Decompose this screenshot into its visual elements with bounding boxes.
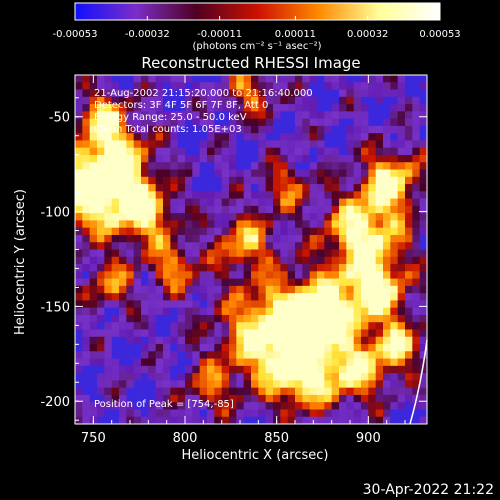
colorbar-tick-label: -0.00032 <box>125 29 170 40</box>
y-tick-label: -200 <box>40 395 70 410</box>
x-axis-label: Heliocentric X (arcsec) <box>182 448 329 463</box>
plot-area <box>74 74 428 425</box>
limb-arc <box>409 339 428 425</box>
y-axis: -50 -100 -150 -200 <box>40 97 427 421</box>
colorbar-tick-label: 0.00053 <box>419 29 460 40</box>
colorbar-tick-label: -0.00053 <box>53 29 98 40</box>
y-tick-label: -150 <box>40 300 70 315</box>
annotation-counts: Clean Total counts: 1.05E+03 <box>94 124 242 135</box>
peak-position-label: Position of Peak = [754,-85] <box>94 399 234 410</box>
footer-timestamp: 30-Apr-2022 21:22 <box>363 482 494 498</box>
x-tick-label: 800 <box>173 431 198 446</box>
chart-title: Reconstructed RHESSI Image <box>141 54 360 72</box>
colorbar-ticks: -0.00053 -0.00032 -0.00011 0.00011 0.00032 0.… <box>53 16 461 40</box>
x-tick-label: 900 <box>356 431 381 446</box>
x-tick-label: 850 <box>264 431 289 446</box>
y-tick-label: -50 <box>49 111 70 126</box>
colorbar-tick-label: 0.00011 <box>275 29 316 40</box>
x-axis: 750 800 850 900 <box>81 75 406 446</box>
annotation-detectors: Detectors: 3F 4F 5F 6F 7F 8F, Att 0 <box>94 100 268 111</box>
heatmap-cells <box>75 75 427 424</box>
annotations: 21-Aug-2002 21:15:20.000 to 21:16:40.000… <box>94 88 313 410</box>
colorbar-gradient <box>74 2 441 21</box>
colorbar-unit-label: (photons cm⁻² s⁻¹ asec⁻²) <box>192 41 321 52</box>
annotation-energy-range: Energy Range: 25.0 - 50.0 keV <box>94 112 247 123</box>
colorbar: -0.00053 -0.00032 -0.00011 0.00011 0.00032 0.… <box>53 2 461 52</box>
colorbar-tick-label: -0.00011 <box>197 29 242 40</box>
colorbar-tick-label: 0.00032 <box>347 29 388 40</box>
annotation-time-range: 21-Aug-2002 21:15:20.000 to 21:16:40.000 <box>94 88 313 99</box>
x-tick-label: 750 <box>81 431 106 446</box>
y-tick-label: -100 <box>40 206 70 221</box>
y-axis-label: Heliocentric Y (arcsec) <box>13 189 28 335</box>
